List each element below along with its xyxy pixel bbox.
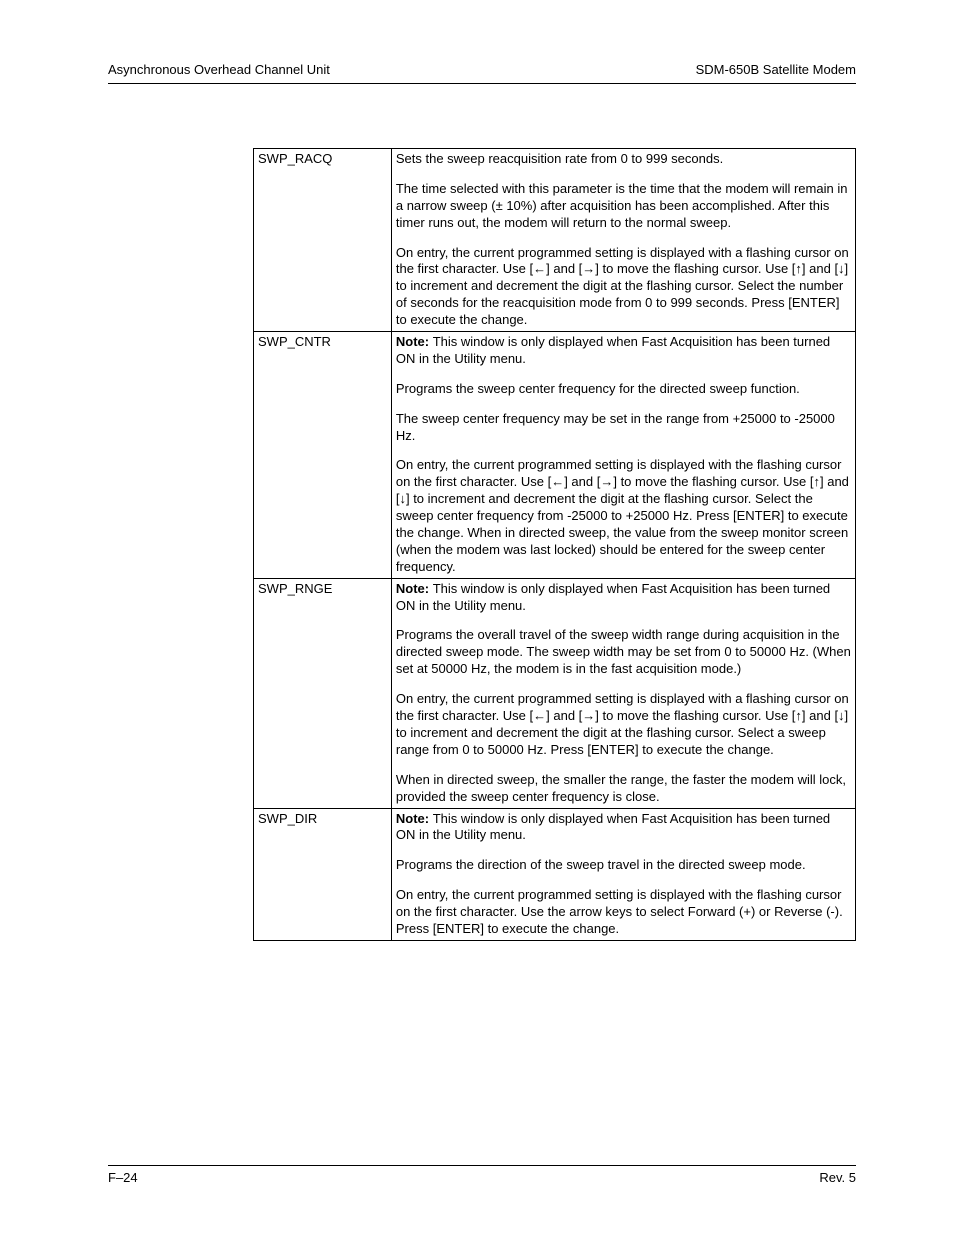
- table-row: SWP_CNTRNote: This window is only displa…: [254, 332, 856, 579]
- description-paragraph: Sets the sweep reacquisition rate from 0…: [396, 151, 851, 168]
- note-label: Note:: [396, 581, 433, 596]
- description-paragraph: Programs the overall travel of the sweep…: [396, 627, 851, 678]
- description-paragraph: When in directed sweep, the smaller the …: [396, 772, 851, 806]
- description-paragraph: Programs the sweep center frequency for …: [396, 381, 851, 398]
- footer-rule: [108, 1165, 856, 1166]
- table-row: SWP_DIRNote: This window is only display…: [254, 808, 856, 940]
- page-header: Asynchronous Overhead Channel Unit SDM-6…: [108, 62, 856, 77]
- table-row: SWP_RACQSets the sweep reacquisition rat…: [254, 149, 856, 332]
- description-paragraph: On entry, the current programmed setting…: [396, 245, 851, 329]
- note-paragraph: Note: This window is only displayed when…: [396, 581, 851, 615]
- description-paragraph: Programs the direction of the sweep trav…: [396, 857, 851, 874]
- parameter-name: SWP_RNGE: [254, 578, 392, 808]
- note-paragraph: Note: This window is only displayed when…: [396, 334, 851, 368]
- parameter-table: SWP_RACQSets the sweep reacquisition rat…: [253, 148, 856, 941]
- note-text: This window is only displayed when Fast …: [396, 581, 830, 613]
- header-right: SDM-650B Satellite Modem: [696, 62, 856, 77]
- parameter-description: Note: This window is only displayed when…: [391, 808, 855, 940]
- note-label: Note:: [396, 334, 433, 349]
- parameter-name: SWP_RACQ: [254, 149, 392, 332]
- header-rule: [108, 83, 856, 84]
- footer-page-number: F–24: [108, 1170, 138, 1185]
- description-paragraph: On entry, the current programmed setting…: [396, 691, 851, 759]
- page-footer: F–24 Rev. 5: [108, 1165, 856, 1185]
- description-paragraph: The time selected with this parameter is…: [396, 181, 851, 232]
- parameter-description: Note: This window is only displayed when…: [391, 332, 855, 579]
- description-paragraph: The sweep center frequency may be set in…: [396, 411, 851, 445]
- note-text: This window is only displayed when Fast …: [396, 334, 830, 366]
- parameter-description: Sets the sweep reacquisition rate from 0…: [391, 149, 855, 332]
- note-label: Note:: [396, 811, 433, 826]
- parameter-name: SWP_CNTR: [254, 332, 392, 579]
- parameter-name: SWP_DIR: [254, 808, 392, 940]
- header-left: Asynchronous Overhead Channel Unit: [108, 62, 330, 77]
- description-paragraph: On entry, the current programmed setting…: [396, 887, 851, 938]
- note-text: This window is only displayed when Fast …: [396, 811, 830, 843]
- footer-revision: Rev. 5: [819, 1170, 856, 1185]
- description-paragraph: On entry, the current programmed setting…: [396, 457, 851, 575]
- page: Asynchronous Overhead Channel Unit SDM-6…: [0, 0, 954, 1235]
- note-paragraph: Note: This window is only displayed when…: [396, 811, 851, 845]
- table-row: SWP_RNGENote: This window is only displa…: [254, 578, 856, 808]
- parameter-description: Note: This window is only displayed when…: [391, 578, 855, 808]
